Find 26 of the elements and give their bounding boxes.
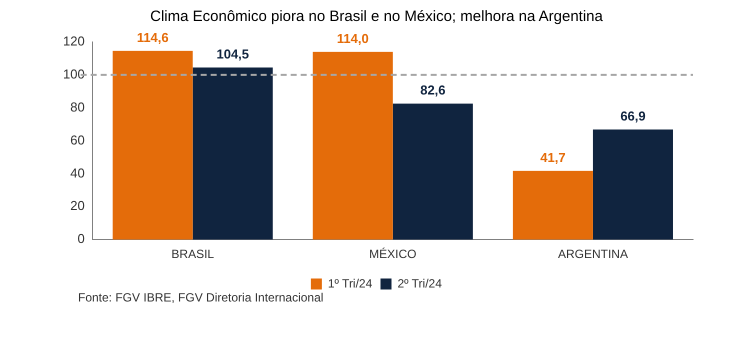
data-label: 66,9 — [620, 108, 646, 124]
y-tick-label: 80 — [70, 99, 85, 114]
y-tick-label: 0 — [77, 231, 85, 246]
y-tick-label: 20 — [70, 198, 85, 214]
y-tick-label: 100 — [62, 66, 85, 82]
y-tick-label: 40 — [70, 165, 85, 180]
source-note: Fonte: FGV IBRE, FGV Diretoria Internacional — [78, 290, 324, 304]
y-tick-label: 120 — [62, 34, 85, 49]
bar — [512, 170, 593, 240]
bar — [392, 104, 473, 240]
chart-title: Clima Econômico piora no Brasil e no México; melhora na Argentina — [150, 8, 604, 26]
bar — [312, 52, 393, 240]
legend-label: 1º Tri/24 — [328, 276, 373, 290]
x-tick-label: MÉXICO — [369, 247, 417, 262]
data-label: 114,0 — [336, 30, 369, 46]
data-label: 82,6 — [420, 82, 446, 98]
bar — [592, 129, 673, 240]
x-tick-label: BRASIL — [171, 247, 214, 262]
data-label: 104,5 — [216, 46, 250, 62]
data-label: 41,7 — [540, 150, 566, 166]
data-label: 114,6 — [136, 30, 169, 45]
bar — [112, 50, 193, 240]
bar — [192, 68, 273, 240]
legend-label: 2º Tri/24 — [398, 276, 442, 290]
x-tick-label: ARGENTINA — [558, 247, 628, 262]
y-tick-label: 60 — [70, 132, 85, 148]
